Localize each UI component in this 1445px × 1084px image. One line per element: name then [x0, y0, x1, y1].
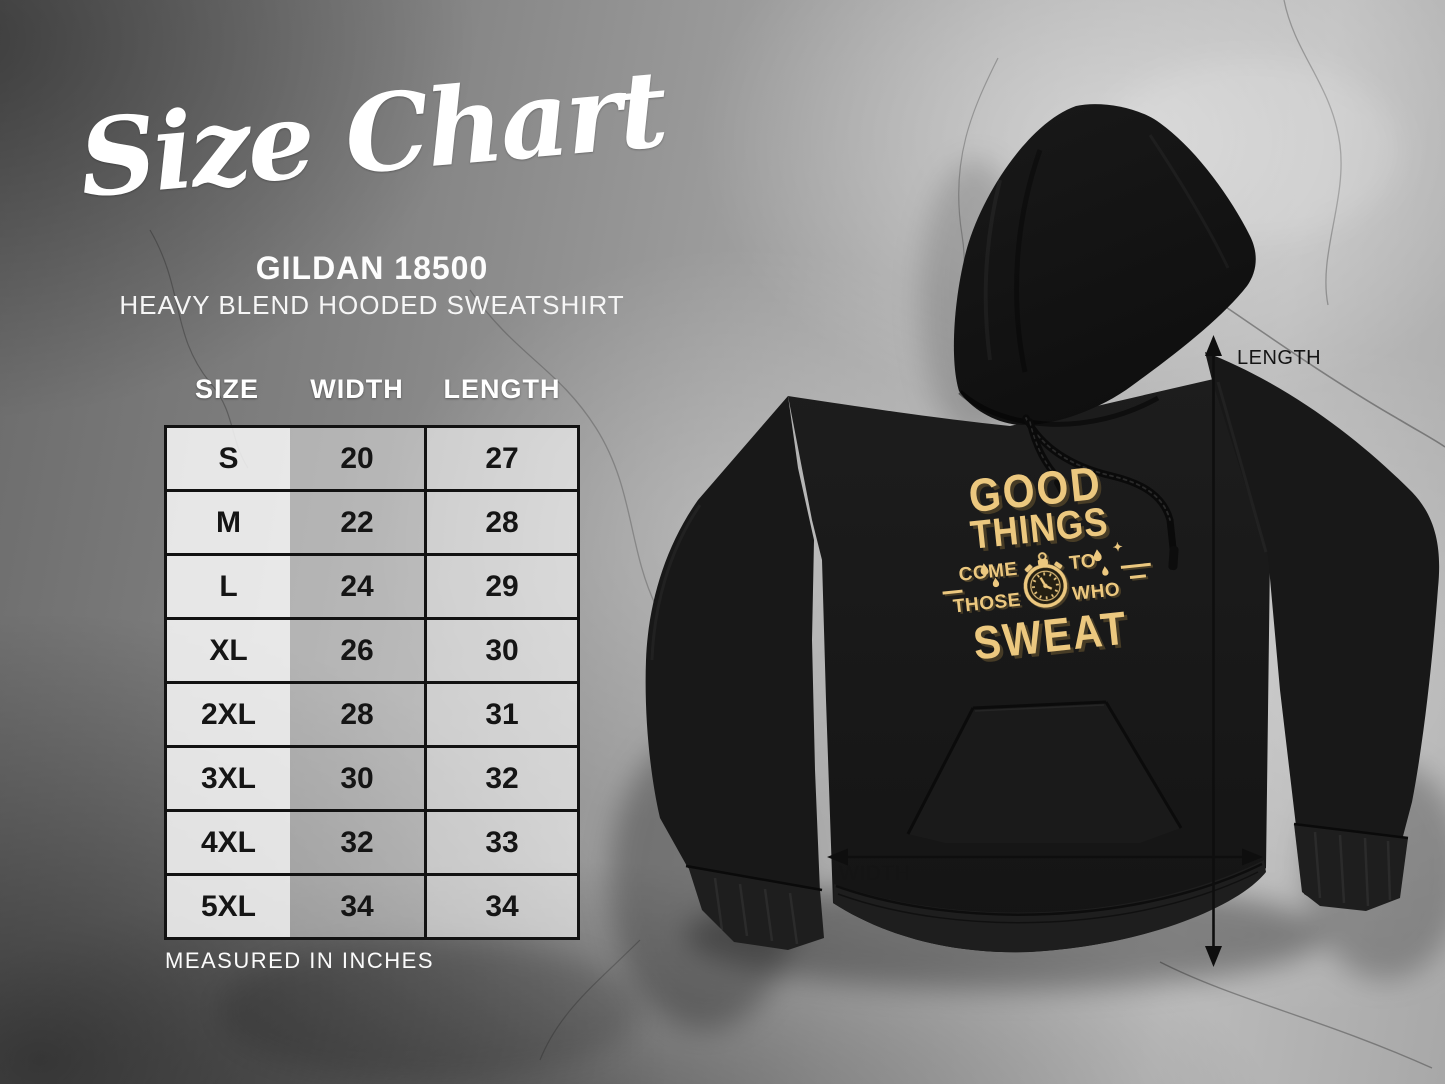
size-cell: 4XL	[167, 812, 290, 873]
units-note: MEASURED IN INCHES	[165, 948, 435, 973]
hoodie-print-design: GOOD THINGS ✦ COME THOSE	[935, 456, 1152, 670]
right-cuff	[1294, 824, 1408, 911]
table-row: 5XL 34 34	[167, 876, 577, 937]
pocket-outline	[908, 702, 1181, 843]
width-cell: 24	[290, 556, 424, 617]
table-row: 3XL 30 32	[167, 748, 577, 812]
sparkle-icon: ✦	[1112, 539, 1124, 555]
width-cell: 34	[290, 876, 424, 937]
table-header: SIZE WIDTH LENGTH	[164, 374, 580, 405]
width-cell: 20	[290, 428, 424, 489]
width-cell: 26	[290, 620, 424, 681]
hem-band	[833, 860, 1266, 953]
sweat-drop-icon	[1093, 548, 1103, 567]
size-cell: 5XL	[167, 876, 290, 937]
column-header-width: WIDTH	[310, 374, 404, 404]
size-cell: M	[167, 492, 290, 553]
speed-line	[1129, 574, 1147, 579]
size-cell: XL	[167, 620, 290, 681]
length-cell: 27	[424, 428, 577, 489]
hood	[953, 104, 1256, 427]
product-model: GILDAN 18500	[255, 250, 489, 286]
width-cell: 28	[290, 684, 424, 745]
width-arrow	[827, 848, 1263, 866]
hoodie-body	[788, 378, 1270, 953]
size-table: S 20 27 M 22 28 L 24 29 XL 26 30 2XL 28 …	[164, 425, 580, 940]
sweat-drop-icon	[992, 577, 1000, 592]
length-cell: 30	[424, 620, 577, 681]
stopwatch-icon	[1019, 548, 1071, 615]
column-header-size: SIZE	[194, 374, 259, 404]
width-label: WIDTH	[839, 862, 911, 885]
drawstrings	[1022, 414, 1179, 571]
table-row: 4XL 32 33	[167, 812, 577, 876]
size-cell: L	[167, 556, 290, 617]
width-cell: 32	[290, 812, 424, 873]
length-cell: 28	[424, 492, 577, 553]
size-cell: 3XL	[167, 748, 290, 809]
sweat-drop-icon	[980, 562, 990, 581]
width-cell: 30	[290, 748, 424, 809]
left-cuff	[688, 866, 824, 950]
table-row: XL 26 30	[167, 620, 577, 684]
table-row: 2XL 28 31	[167, 684, 577, 748]
size-cell: S	[167, 428, 290, 489]
length-cell: 29	[424, 556, 577, 617]
length-cell: 31	[424, 684, 577, 745]
sweat-drop-icon	[1101, 565, 1109, 580]
table-row: M 22 28	[167, 492, 577, 556]
left-sleeve	[645, 396, 824, 950]
width-cell: 22	[290, 492, 424, 553]
length-arrow	[1205, 335, 1222, 967]
length-cell: 34	[424, 876, 577, 937]
length-cell: 33	[424, 812, 577, 873]
table-row: L 24 29	[167, 556, 577, 620]
size-cell: 2XL	[167, 684, 290, 745]
right-sleeve	[1205, 352, 1440, 911]
length-label: LENGTH	[1237, 347, 1322, 369]
table-row: S 20 27	[167, 428, 577, 492]
product-name: HEAVY BLEND HOODED SWEATSHIRT	[119, 290, 625, 320]
print-middle-row: ✦ COME THOSE	[942, 540, 1151, 620]
column-header-length: LENGTH	[443, 374, 561, 404]
length-cell: 32	[424, 748, 577, 809]
